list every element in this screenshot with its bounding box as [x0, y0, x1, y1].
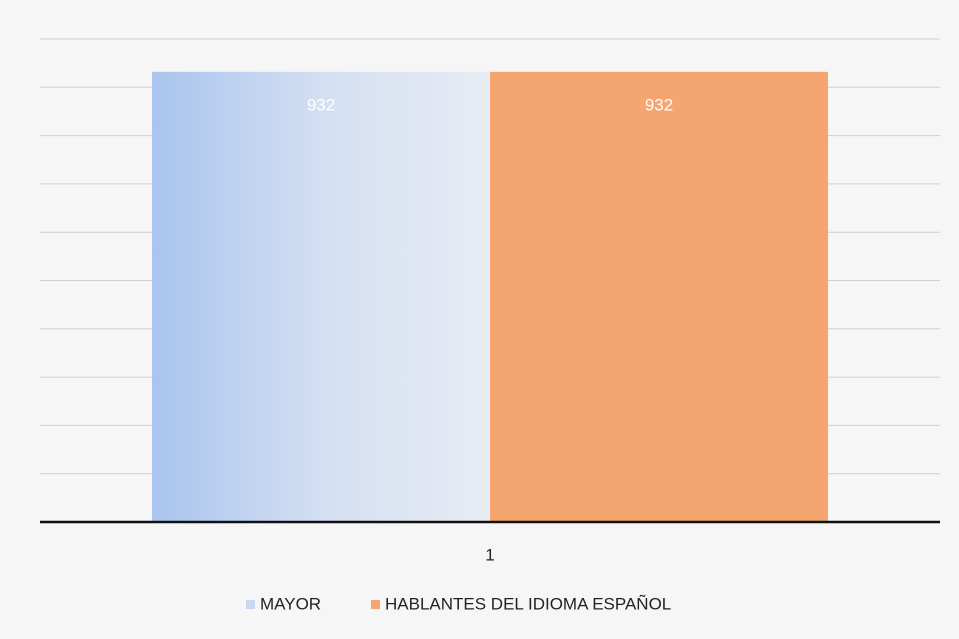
data-label: 932 [307, 95, 335, 114]
x-tick-label: 1 [485, 545, 494, 564]
bar [490, 71, 828, 523]
legend-marker [371, 600, 380, 609]
legend-label: HABLANTES DEL IDIOMA ESPAÑOL [385, 594, 671, 613]
legend-label: MAYOR [260, 594, 321, 613]
legend-marker [246, 600, 255, 609]
data-label: 932 [645, 95, 673, 114]
bar [152, 71, 490, 523]
